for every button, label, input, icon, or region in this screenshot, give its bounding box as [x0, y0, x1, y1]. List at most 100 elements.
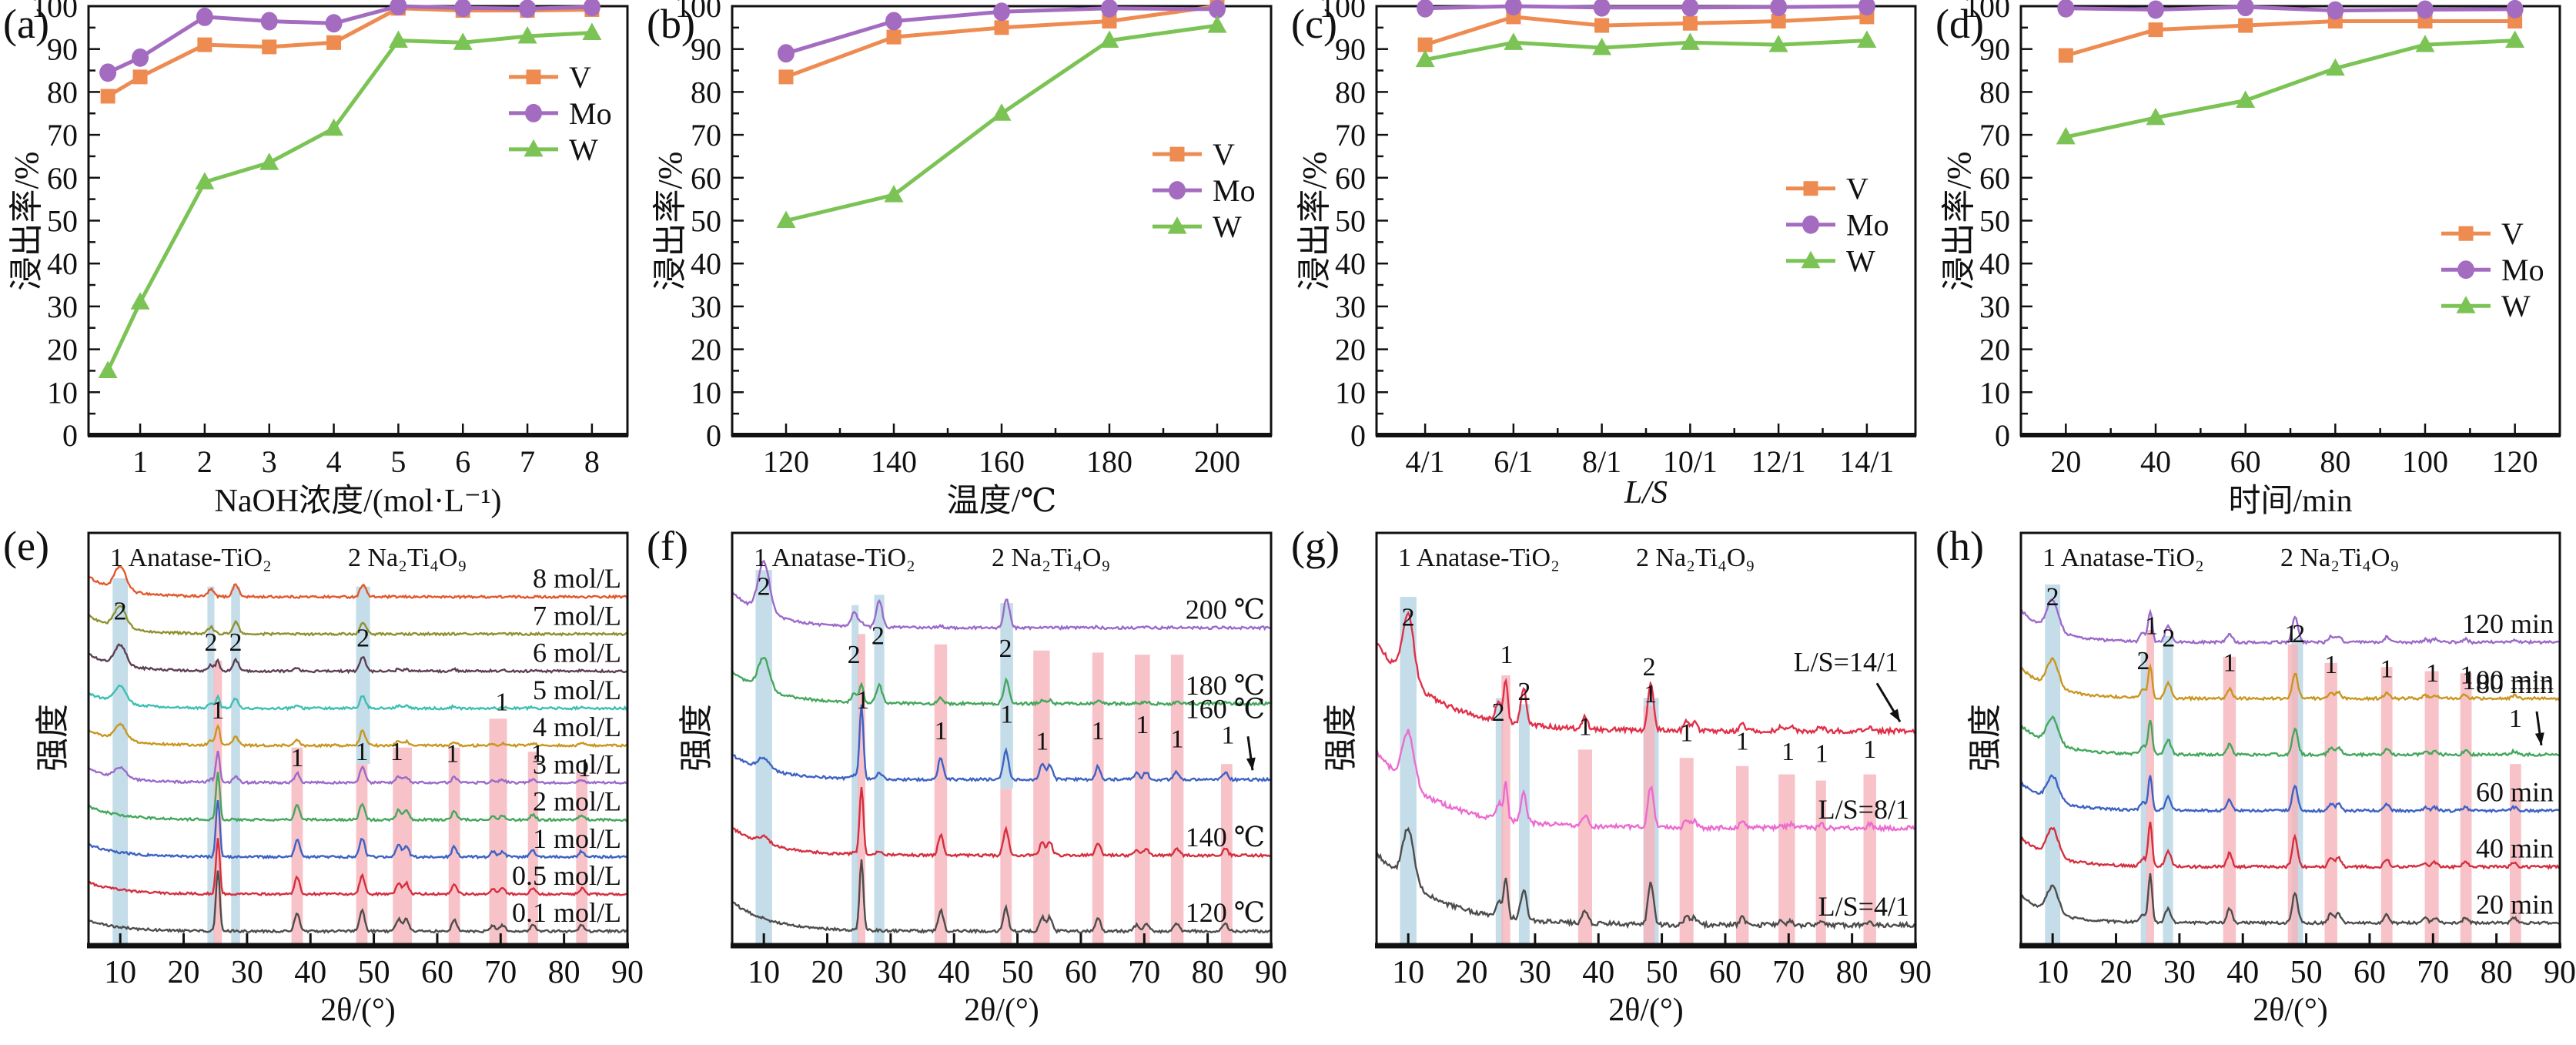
svg-text:W: W	[2501, 289, 2531, 323]
svg-text:20 min: 20 min	[2476, 889, 2554, 920]
svg-text:30: 30	[875, 955, 907, 990]
svg-text:50: 50	[1335, 204, 1366, 239]
svg-text:40: 40	[1979, 246, 2010, 281]
svg-text:6/1: 6/1	[1494, 444, 1533, 479]
svg-text:2: 2	[356, 624, 370, 652]
svg-text:6 mol/L: 6 mol/L	[533, 638, 621, 668]
svg-text:1: 1	[2380, 655, 2394, 684]
panel-f-tag: (f)	[647, 523, 688, 569]
svg-text:120 ℃: 120 ℃	[1186, 897, 1265, 928]
svg-text:0: 0	[1995, 418, 2010, 453]
svg-text:W: W	[569, 132, 598, 167]
svg-text:1: 1	[446, 739, 459, 768]
svg-text:Mo: Mo	[1846, 208, 1889, 243]
svg-text:50: 50	[47, 204, 78, 239]
panel-g-ylabel: 强度	[1322, 704, 1360, 772]
panel-c-chart: 0 10 20 30 40 50 60 70 80 90 100 4/1 6/1 8/1 10/1 12/1 1…	[1320, 0, 1917, 479]
svg-text:1: 1	[1171, 725, 1184, 754]
svg-text:1: 1	[856, 686, 869, 715]
svg-text:1: 1	[1000, 701, 1013, 729]
svg-text:30: 30	[2163, 955, 2196, 990]
svg-text:80: 80	[1192, 955, 1224, 990]
svg-text:40: 40	[2140, 444, 2171, 479]
svg-text:80: 80	[47, 75, 78, 109]
svg-text:2: 2	[197, 444, 212, 479]
svg-text:2: 2	[204, 628, 217, 657]
svg-text:70: 70	[1128, 955, 1160, 990]
svg-text:50: 50	[1002, 955, 1034, 990]
svg-text:80: 80	[548, 955, 580, 990]
svg-text:1: 1	[578, 754, 591, 782]
svg-text:90: 90	[611, 955, 644, 990]
svg-text:2: 2	[758, 572, 771, 601]
svg-text:10: 10	[2036, 955, 2069, 990]
svg-text:100: 100	[2402, 444, 2448, 479]
svg-text:2: 2	[114, 598, 127, 626]
svg-text:80: 80	[1836, 955, 1868, 990]
panel-d-ylabel: 浸出率/%	[1940, 151, 1978, 291]
svg-text:90: 90	[1899, 955, 1932, 990]
svg-text:10: 10	[1979, 375, 2010, 410]
panel-e-ylabel: 强度	[34, 704, 72, 772]
svg-text:1: 1	[495, 688, 508, 716]
svg-text:0: 0	[62, 418, 78, 453]
panel-f-titanate-label: 2 Na₂Ti₄O₉	[992, 544, 1111, 572]
svg-text:90: 90	[1255, 955, 1287, 990]
svg-text:3 mol/L: 3 mol/L	[533, 749, 621, 779]
svg-text:1: 1	[2426, 659, 2439, 688]
svg-text:2: 2	[2136, 647, 2149, 675]
svg-text:60 min: 60 min	[2476, 777, 2554, 808]
svg-text:80: 80	[2320, 444, 2350, 479]
svg-text:5: 5	[390, 444, 406, 479]
svg-text:40: 40	[1335, 246, 1366, 281]
svg-text:60: 60	[1335, 161, 1366, 196]
svg-text:14/1: 14/1	[1839, 444, 1894, 479]
svg-text:70: 70	[47, 118, 78, 152]
svg-text:1: 1	[1500, 641, 1513, 669]
panel-c-xlabel: L/S	[1624, 475, 1668, 511]
svg-text:0: 0	[706, 418, 721, 453]
svg-text:20: 20	[691, 333, 721, 367]
svg-text:1 mol/L: 1 mol/L	[533, 823, 621, 854]
svg-text:2: 2	[229, 628, 243, 657]
svg-text:L/S=8/1: L/S=8/1	[1818, 794, 1909, 825]
svg-text:50: 50	[2290, 955, 2323, 990]
svg-text:80: 80	[1335, 75, 1366, 109]
svg-text:90: 90	[1335, 32, 1366, 67]
panel-e-titanate-label: 2 Na₂Ti₄O₉	[348, 544, 467, 572]
svg-text:1: 1	[2284, 620, 2297, 648]
svg-text:12/1: 12/1	[1751, 444, 1806, 479]
svg-text:1: 1	[1578, 713, 1591, 742]
panel-e: 8 mol/L 7 mol/L 6 mol/L 5 mol/L 4 mol/L 3 mol…	[0, 522, 644, 1045]
svg-text:6: 6	[455, 444, 470, 479]
svg-text:140 ℃: 140 ℃	[1186, 822, 1265, 852]
svg-text:20: 20	[1456, 955, 1488, 990]
svg-text:10: 10	[691, 375, 721, 410]
svg-text:2: 2	[1643, 653, 1656, 682]
svg-text:80: 80	[2481, 955, 2513, 990]
svg-text:70: 70	[691, 118, 721, 152]
svg-text:100 min: 100 min	[2462, 665, 2554, 695]
svg-text:70: 70	[1772, 955, 1805, 990]
svg-text:50: 50	[358, 955, 390, 990]
svg-text:8/1: 8/1	[1582, 444, 1621, 479]
panel-h-xlabel: 2θ/(°)	[2253, 993, 2328, 1028]
svg-text:40: 40	[47, 246, 78, 281]
svg-text:1: 1	[212, 696, 225, 725]
svg-text:8 mol/L: 8 mol/L	[533, 563, 621, 594]
svg-text:4 mol/L: 4 mol/L	[533, 712, 621, 742]
panel-h-titanate-label: 2 Na₂Ti₄O₉	[2280, 544, 2400, 572]
svg-text:120: 120	[2492, 444, 2538, 479]
svg-text:60: 60	[2354, 955, 2386, 990]
svg-text:7 mol/L: 7 mol/L	[533, 600, 621, 631]
panel-g: L/S=14/1 L/S=8/1 L/S=4/1 2 2 2 2 1 1 1 1 1 1 1 1 10 20 30…	[1288, 522, 1932, 1045]
svg-text:10: 10	[1335, 375, 1366, 410]
svg-text:50: 50	[1979, 204, 2010, 239]
panel-h-anatase-label: 1 Anatase-TiO₂	[2042, 544, 2204, 572]
svg-text:2: 2	[999, 635, 1012, 663]
svg-text:20: 20	[811, 955, 844, 990]
svg-text:60: 60	[421, 955, 453, 990]
